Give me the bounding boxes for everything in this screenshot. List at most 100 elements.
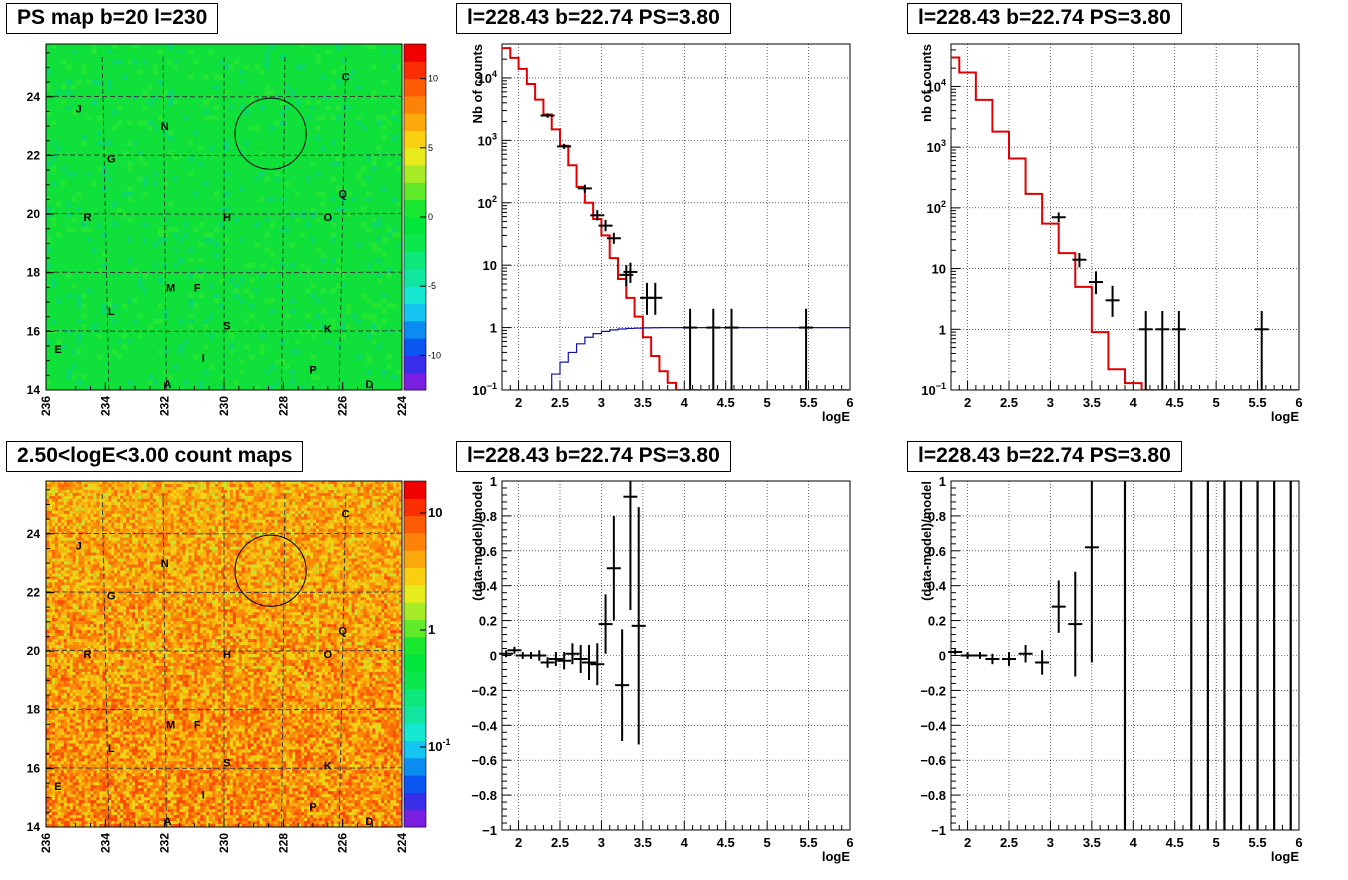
map-pixel: [193, 166, 198, 171]
map-pixel: [366, 146, 371, 151]
map-pixel: [249, 273, 254, 278]
map-pixel: [346, 207, 351, 212]
map-pixel: [214, 263, 219, 268]
map-pixel: [316, 171, 321, 176]
map-pixel: [326, 49, 331, 54]
map-pixel: [305, 258, 310, 263]
map-pixel: [275, 314, 280, 319]
map-pixel: [107, 100, 112, 105]
map-pixel: [341, 349, 346, 354]
map-pixel: [66, 242, 71, 247]
map-pixel: [199, 100, 204, 105]
map-pixel: [351, 105, 356, 110]
map-pixel: [56, 288, 61, 293]
x-tick-label: 2.5: [551, 395, 569, 410]
map-pixel: [387, 380, 392, 385]
map-pixel: [127, 125, 132, 130]
map-pixel: [229, 171, 234, 176]
map-pixel: [209, 64, 214, 69]
map-pixel: [112, 176, 117, 181]
map-pixel: [377, 278, 382, 283]
map-pixel: [158, 334, 163, 339]
map-pixel: [122, 75, 127, 80]
map-pixel: [351, 192, 356, 197]
map-pixel: [51, 100, 56, 105]
map-pixel: [178, 192, 183, 197]
map-pixel: [143, 304, 148, 309]
map-pixel: [102, 375, 107, 380]
map-pixel: [280, 146, 285, 151]
map-pixel: [346, 141, 351, 146]
map-pixel: [158, 232, 163, 237]
map-pixel: [305, 64, 310, 69]
map-pixel: [163, 253, 168, 258]
map-pixel: [87, 365, 92, 370]
map-pixel: [321, 120, 326, 125]
map-pixel: [163, 258, 168, 263]
map-pixel: [331, 141, 336, 146]
map-pixel: [224, 100, 229, 105]
map-pixel: [255, 176, 260, 181]
map-pixel: [305, 95, 310, 100]
map-pixel: [87, 44, 92, 49]
map-pixel: [321, 85, 326, 90]
map-pixel: [188, 186, 193, 191]
map-pixel: [321, 242, 326, 247]
map-pixel: [305, 293, 310, 298]
map-pixel: [382, 365, 387, 370]
map-pixel: [326, 95, 331, 100]
map-pixel: [117, 248, 122, 253]
map-pixel: [61, 186, 66, 191]
map-pixel: [87, 120, 92, 125]
map-pixel: [107, 207, 112, 212]
map-pixel: [143, 293, 148, 298]
map-pixel: [71, 253, 76, 258]
map-pixel: [51, 242, 56, 247]
map-pixel: [148, 80, 153, 85]
map-pixel: [290, 242, 295, 247]
map-pixel: [148, 375, 153, 380]
map-pixel: [356, 248, 361, 253]
map-pixel: [107, 44, 112, 49]
x-tick-label: 226: [336, 396, 350, 416]
map-pixel: [193, 324, 198, 329]
map-pixel: [300, 314, 305, 319]
map-pixel: [321, 365, 326, 370]
map-pixel: [260, 197, 265, 202]
map-pixel: [199, 248, 204, 253]
map-pixel: [371, 95, 376, 100]
map-pixel: [265, 380, 270, 385]
map-pixel: [97, 365, 102, 370]
map-pixel: [326, 237, 331, 242]
map-pixel: [193, 131, 198, 136]
map-pixel: [51, 59, 56, 64]
map-pixel: [351, 141, 356, 146]
map-pixel: [112, 237, 117, 242]
map-pixel: [82, 334, 87, 339]
map-pixel: [331, 354, 336, 359]
map-pixel: [193, 105, 198, 110]
map-pixel: [183, 253, 188, 258]
map-pixel: [92, 100, 97, 105]
map-pixel: [234, 197, 239, 202]
map-pixel: [305, 253, 310, 258]
map-pixel: [82, 232, 87, 237]
map-pixel: [143, 100, 148, 105]
map-pixel: [336, 263, 341, 268]
map-pixel: [346, 324, 351, 329]
map-pixel: [117, 349, 122, 354]
x-tick-label: 5: [764, 395, 771, 410]
map-pixel: [102, 49, 107, 54]
map-pixel: [260, 248, 265, 253]
source-label: H: [223, 212, 231, 224]
map-pixel: [46, 120, 51, 125]
map-pixel: [214, 258, 219, 263]
map-pixel: [143, 298, 148, 303]
map-pixel: [361, 54, 366, 59]
map-pixel: [168, 75, 173, 80]
map-pixel: [148, 75, 153, 80]
map-pixel: [295, 319, 300, 324]
map-pixel: [265, 354, 270, 359]
map-pixel: [122, 105, 127, 110]
map-pixel: [153, 192, 158, 197]
